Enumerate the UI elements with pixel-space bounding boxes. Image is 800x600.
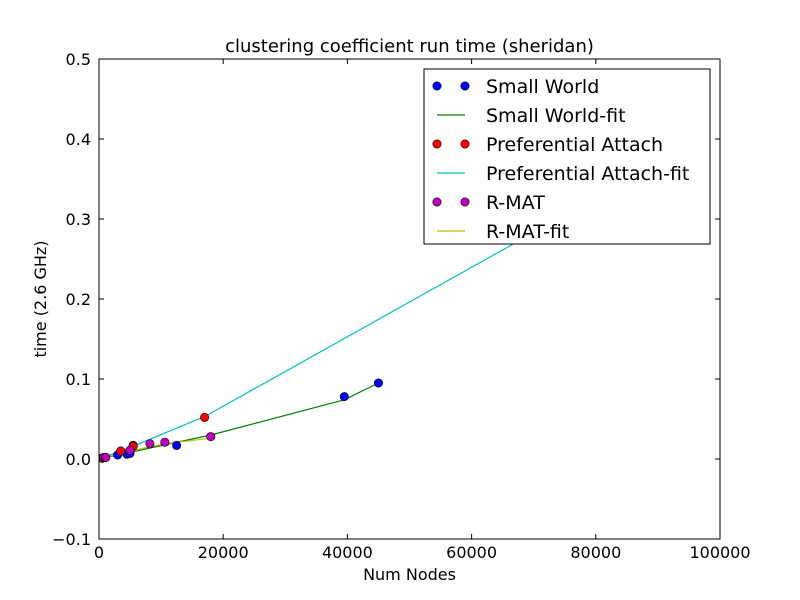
- x-tick-label: 100000: [689, 543, 750, 562]
- y-tick-label: 0.5: [66, 50, 91, 69]
- y-tick-label: 0.2: [66, 290, 91, 309]
- y-tick-label: 0.0: [66, 450, 91, 469]
- legend-marker: [460, 197, 470, 207]
- data-point-2-2: [116, 446, 126, 456]
- legend-label: R-MAT: [486, 192, 545, 214]
- legend-label: Small World-fit: [486, 105, 626, 127]
- legend-marker: [432, 139, 442, 149]
- x-tick-label: 20000: [198, 543, 249, 562]
- y-tick-label: 0.1: [66, 370, 91, 389]
- legend-box: [423, 68, 711, 245]
- data-point-0-7: [339, 392, 349, 402]
- x-tick-label: 40000: [322, 543, 373, 562]
- series-line-1: [99, 382, 379, 460]
- data-point-4-2: [125, 445, 135, 455]
- legend-marker: [460, 139, 470, 149]
- data-point-4-1: [101, 452, 111, 462]
- legend-label: R-MAT-fit: [486, 221, 569, 243]
- legend-marker: [432, 197, 442, 207]
- chart-title: clustering coefficient run time (sherida…: [225, 36, 594, 57]
- y-axis-label: time (2.6 GHz): [31, 240, 50, 357]
- y-tick-label: −0.1: [52, 530, 91, 549]
- x-tick-label: 0: [94, 543, 104, 562]
- data-point-2-4: [200, 412, 210, 422]
- data-point-0-8: [373, 378, 383, 388]
- legend-label: Small World: [486, 76, 599, 98]
- legend: Small World Small World-fit Preferential A…: [423, 68, 711, 245]
- y-tick-label: 0.4: [66, 130, 91, 149]
- legend-marker: [460, 81, 470, 91]
- x-tick-label: 80000: [570, 543, 621, 562]
- series-line-3: [99, 242, 516, 460]
- x-tick-label: 60000: [446, 543, 497, 562]
- y-tick-label: 0.3: [66, 210, 91, 229]
- data-point-4-3: [145, 439, 155, 449]
- plot-area: [99, 242, 516, 463]
- x-axis-label: Num Nodes: [363, 565, 456, 584]
- axes: 0 20000 40000 60000 80000 100000 −0.1 0.0 0.1 0.2…: [52, 50, 750, 562]
- legend-label: Preferential Attach-fit: [486, 163, 689, 185]
- data-point-4-5: [206, 432, 216, 442]
- series-group: [99, 242, 516, 463]
- legend-marker: [432, 81, 442, 91]
- data-point-0-6: [172, 440, 182, 450]
- data-point-4-4: [160, 437, 170, 447]
- legend-label: Preferential Attach: [486, 134, 663, 156]
